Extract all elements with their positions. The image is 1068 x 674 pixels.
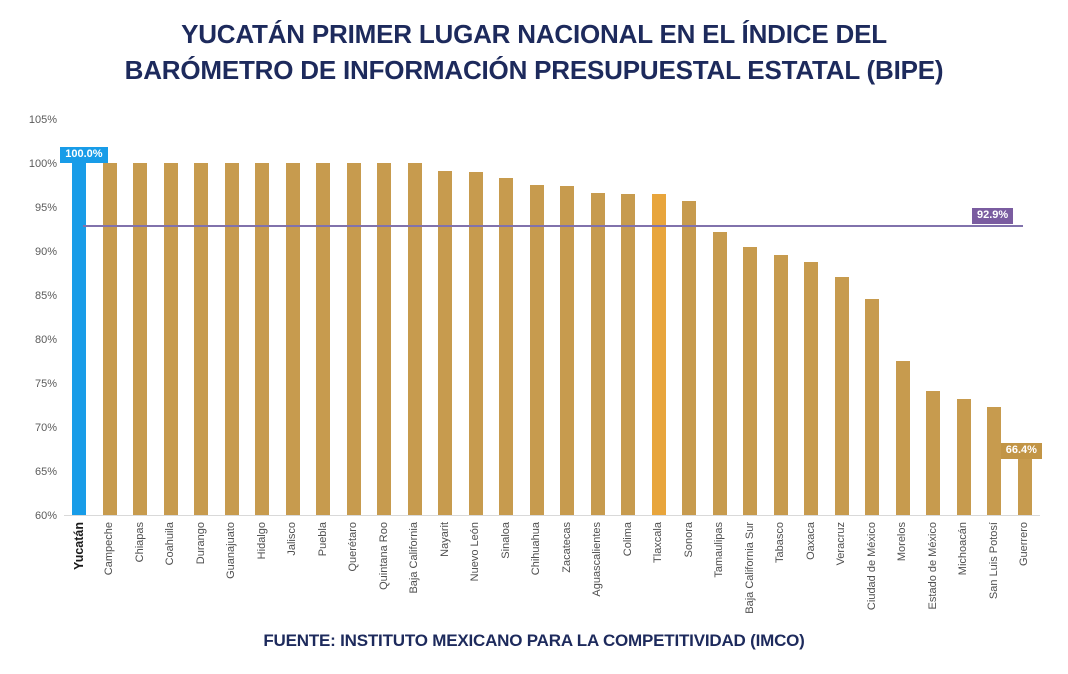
bar-puebla (316, 163, 331, 515)
bar-ciudad-de-méxico (865, 299, 880, 515)
national-average-line (83, 225, 1023, 228)
bar-colima (621, 193, 636, 515)
bar-tamaulipas (712, 231, 727, 515)
y-axis-tick-label: 65% (34, 466, 57, 478)
bar-michoacán (956, 398, 971, 515)
bar-aguascalientes (590, 192, 605, 515)
chart-title-line1: YUCATÁN PRIMER LUGAR NACIONAL EN EL ÍNDI… (181, 19, 887, 49)
bar-oaxaca (804, 262, 819, 515)
bar-zacatecas (560, 185, 575, 515)
national-average-badge: 92.9% (972, 208, 1014, 225)
chart-title: YUCATÁN PRIMER LUGAR NACIONAL EN EL ÍNDI… (0, 16, 1068, 88)
bar-coahuila (163, 163, 178, 515)
bar-campeche (102, 163, 117, 515)
y-axis-tick-label: 85% (34, 290, 57, 302)
chart-title-line2: BARÓMETRO DE INFORMACIÓN PRESUPUESTAL ES… (124, 55, 944, 85)
bar-nuevo-león (468, 171, 483, 515)
bar-sinaloa (499, 177, 514, 515)
y-axis-tick-label: 80% (34, 334, 57, 346)
bar-guerrero (1017, 458, 1032, 515)
bar-veracruz (834, 276, 849, 515)
bar-tabasco (773, 254, 788, 515)
y-axis-tick-label: 90% (34, 246, 57, 258)
bar-san-luis-potosí (987, 406, 1002, 515)
y-axis-tick-label: 95% (34, 202, 57, 214)
value-badge-yucatán: 100.0% (60, 147, 108, 163)
bar-hidalgo (255, 163, 270, 515)
bar-quintana-roo (377, 163, 392, 515)
y-axis-tick-label: 70% (34, 422, 57, 434)
bar-chiapas (133, 163, 148, 515)
bar-estado-de-méxico (926, 390, 941, 515)
y-axis-tick-label: 75% (34, 378, 57, 390)
bar-baja-california-sur (743, 247, 758, 515)
source-caption: FUENTE: INSTITUTO MEXICANO PARA LA COMPE… (263, 631, 805, 650)
bar-durango (194, 163, 209, 515)
value-badge-guerrero: 66.4% (1000, 442, 1042, 459)
bar-tlaxcala (651, 193, 666, 515)
x-axis-line (64, 515, 1040, 516)
bar-chihuahua (529, 185, 544, 515)
bar-sonora (682, 200, 697, 515)
bar-querétaro (346, 163, 361, 515)
bar-morelos (895, 361, 910, 515)
bar-baja-california (407, 163, 422, 515)
bar-nayarit (438, 170, 453, 515)
bar-yucatán (72, 163, 87, 515)
y-axis-tick-label: 60% (34, 510, 57, 522)
plot-area: 100.0% 66.4% 92.9% (60, 120, 1042, 516)
bar-guanajuato (224, 163, 239, 515)
y-axis-tick-label: 100% (28, 158, 57, 170)
bar-jalisco (285, 163, 300, 515)
y-axis-tick-label: 105% (28, 114, 57, 126)
